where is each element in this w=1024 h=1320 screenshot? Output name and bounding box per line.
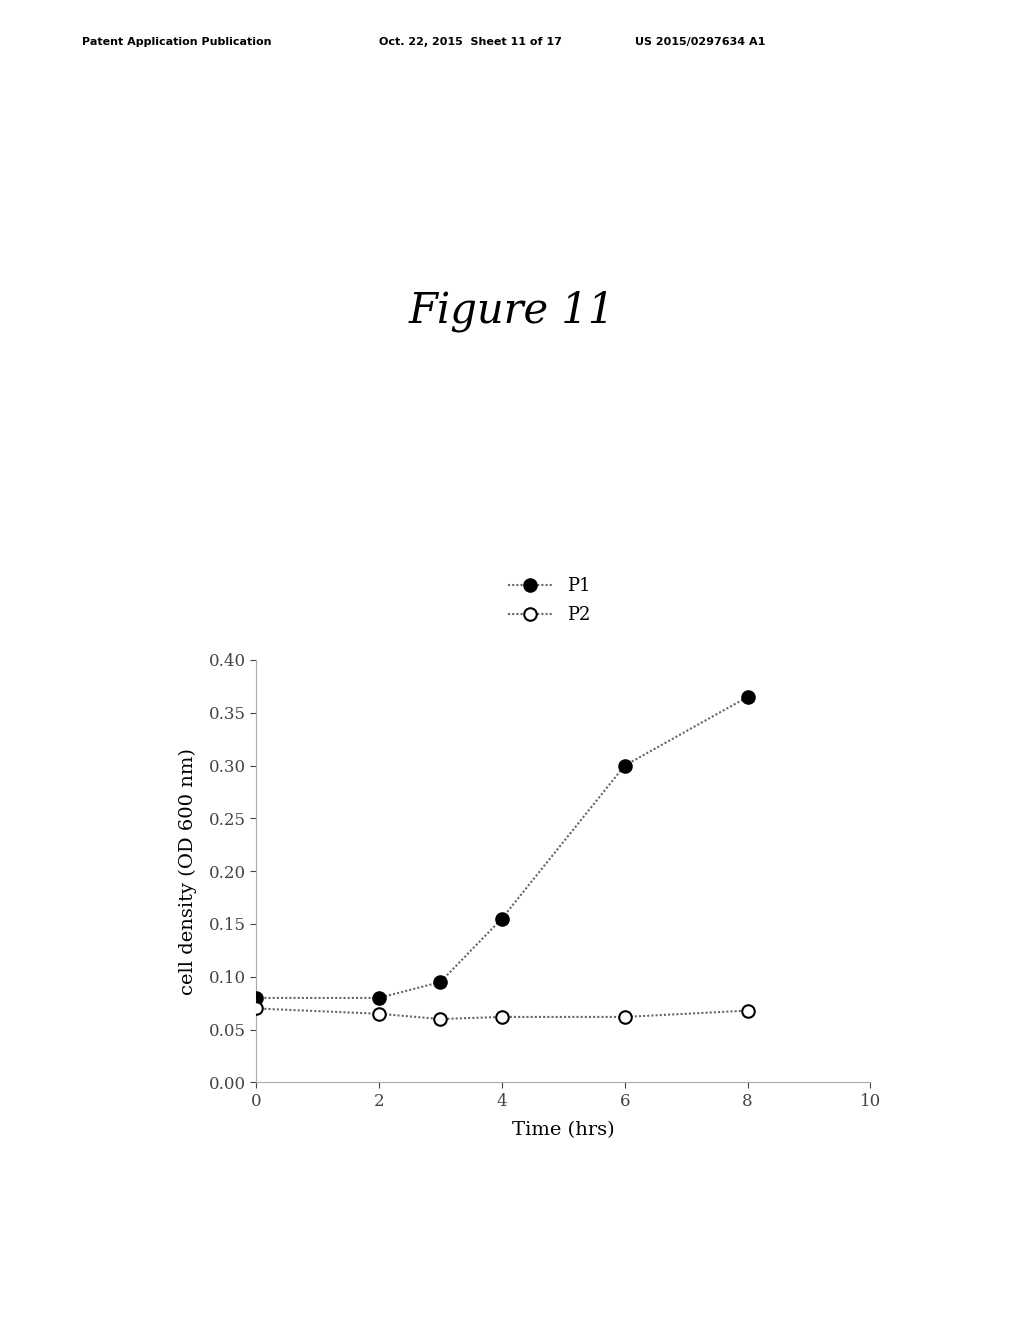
Text: Oct. 22, 2015  Sheet 11 of 17: Oct. 22, 2015 Sheet 11 of 17 <box>379 37 562 48</box>
Text: Figure 11: Figure 11 <box>409 290 615 333</box>
Line: P1: P1 <box>250 690 754 1005</box>
Text: US 2015/0297634 A1: US 2015/0297634 A1 <box>635 37 765 48</box>
P2 <box>496 1008 508 1024</box>
P1 <box>250 990 262 1006</box>
P1 <box>373 990 385 1006</box>
P2 <box>373 1006 385 1022</box>
Y-axis label: cell density (OD 600 nm): cell density (OD 600 nm) <box>179 747 198 995</box>
Text: Patent Application Publication: Patent Application Publication <box>82 37 271 48</box>
P1 <box>496 911 508 927</box>
Legend: P1, P2: P1, P2 <box>501 570 598 631</box>
P1 <box>434 974 446 990</box>
P1 <box>741 689 754 705</box>
P2 <box>741 1003 754 1019</box>
P2 <box>618 1008 631 1024</box>
P2 <box>250 1001 262 1016</box>
P2 <box>434 1011 446 1027</box>
Line: P2: P2 <box>250 1002 754 1026</box>
X-axis label: Time (hrs): Time (hrs) <box>512 1121 614 1139</box>
P1 <box>618 758 631 774</box>
